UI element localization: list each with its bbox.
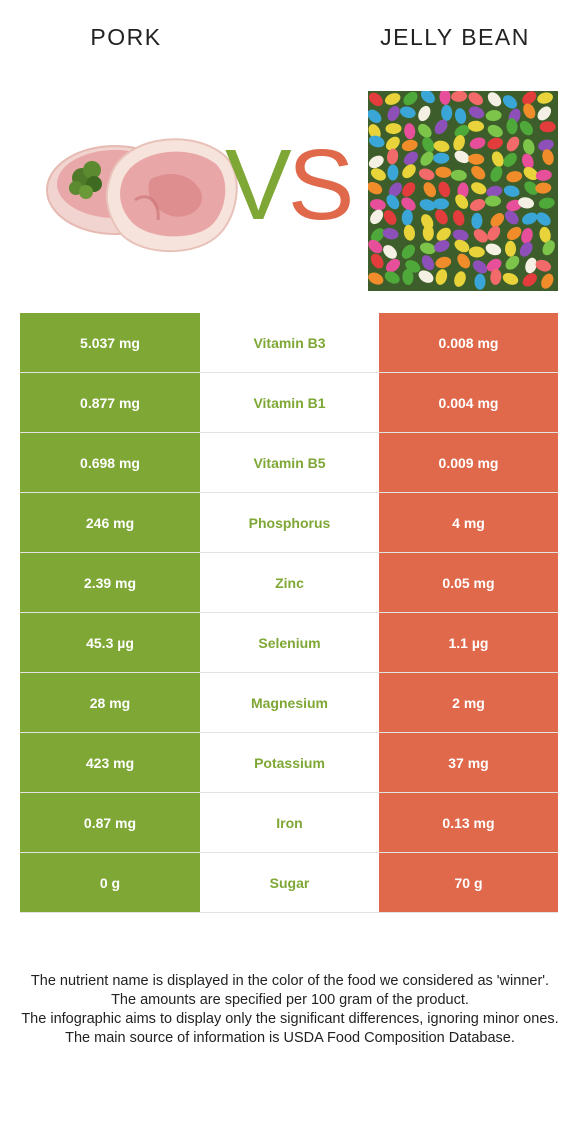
table-row: 0.877 mg Vitamin B1 0.004 mg: [20, 373, 558, 433]
nutrient-name-cell: Potassium: [200, 733, 379, 792]
nutrient-name-cell: Magnesium: [200, 673, 379, 732]
left-value-cell: 246 mg: [20, 493, 200, 552]
table-row: 423 mg Potassium 37 mg: [20, 733, 558, 793]
nutrient-name-cell: Vitamin B5: [200, 433, 379, 492]
vs-letter-s: S: [287, 129, 355, 241]
right-value-cell: 37 mg: [379, 733, 558, 792]
left-value-cell: 45.3 µg: [20, 613, 200, 672]
nutrient-name-cell: Selenium: [200, 613, 379, 672]
table-row: 2.39 mg Zinc 0.05 mg: [20, 553, 558, 613]
table-row: 28 mg Magnesium 2 mg: [20, 673, 558, 733]
jelly-bean-image: [368, 91, 558, 291]
left-value-cell: 423 mg: [20, 733, 200, 792]
right-value-cell: 0.05 mg: [379, 553, 558, 612]
footer-note-source: The main source of information is USDA F…: [65, 1030, 515, 1046]
left-value-cell: 0.877 mg: [20, 373, 200, 432]
left-value-cell: 0 g: [20, 853, 200, 912]
table-row: 0.87 mg Iron 0.13 mg: [20, 793, 558, 853]
right-value-cell: 4 mg: [379, 493, 558, 552]
table-row: 45.3 µg Selenium 1.1 µg: [20, 613, 558, 673]
right-value-cell: 0.004 mg: [379, 373, 558, 432]
nutrient-name-cell: Zinc: [200, 553, 379, 612]
table-row: 0.698 mg Vitamin B5 0.009 mg: [20, 433, 558, 493]
right-value-cell: 2 mg: [379, 673, 558, 732]
nutrient-name-cell: Vitamin B1: [200, 373, 379, 432]
right-value-cell: 0.13 mg: [379, 793, 558, 852]
nutrient-name-cell: Phosphorus: [200, 493, 379, 552]
left-value-cell: 5.037 mg: [20, 313, 200, 372]
right-value-cell: 1.1 µg: [379, 613, 558, 672]
right-value-cell: 0.008 mg: [379, 313, 558, 372]
nutrient-name-cell: Sugar: [200, 853, 379, 912]
right-value-cell: 0.009 mg: [379, 433, 558, 492]
nutrient-name-cell: Iron: [200, 793, 379, 852]
pork-image: [46, 138, 238, 253]
footer-notes: The nutrient name is displayed in the co…: [20, 972, 560, 1048]
right-value-cell: 70 g: [379, 853, 558, 912]
table-row: 5.037 mg Vitamin B3 0.008 mg: [20, 313, 558, 373]
left-value-cell: 28 mg: [20, 673, 200, 732]
footer-note-amounts: The amounts are specified per 100 gram o…: [111, 992, 469, 1008]
right-food-title: JELLY BEAN: [380, 24, 530, 50]
footer-note-winner: The nutrient name is displayed in the co…: [30, 973, 550, 989]
footer-note-aims: The infographic aims to display only the…: [21, 1011, 559, 1027]
table-row: 0 g Sugar 70 g: [20, 853, 558, 913]
left-food-title: PORK: [90, 24, 162, 50]
nutrient-name-cell: Vitamin B3: [200, 313, 379, 372]
left-value-cell: 0.87 mg: [20, 793, 200, 852]
table-row: 246 mg Phosphorus 4 mg: [20, 493, 558, 553]
nutrient-comparison-table: 5.037 mg Vitamin B3 0.008 mg 0.877 mg Vitami…: [20, 313, 558, 913]
left-value-cell: 2.39 mg: [20, 553, 200, 612]
vs-label: VS: [225, 135, 354, 235]
left-value-cell: 0.698 mg: [20, 433, 200, 492]
vs-letter-v: V: [225, 129, 292, 241]
